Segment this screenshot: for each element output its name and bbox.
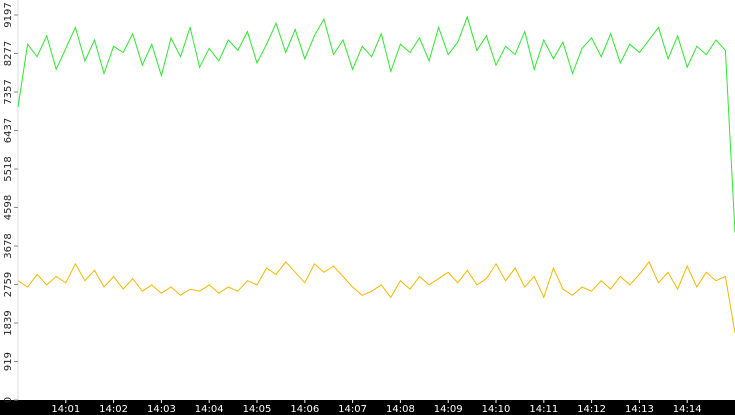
- y-tick-label: 8277: [3, 41, 14, 66]
- y-tick-label: 0: [3, 397, 14, 403]
- x-tick-label: 14:01: [51, 404, 80, 415]
- y-tick-label: 9197: [3, 2, 14, 27]
- y-tick-label: 919: [3, 352, 14, 371]
- x-axis-bar: [0, 400, 735, 415]
- x-tick-label: 14:11: [529, 404, 558, 415]
- series-line: [17, 260, 735, 334]
- y-tick-label: 4598: [3, 195, 14, 220]
- x-tick-label: 14:12: [577, 404, 606, 415]
- x-tick-label: 14:07: [338, 404, 367, 415]
- x-tick-label: 14:08: [386, 404, 415, 415]
- x-tick-label: 14:05: [243, 404, 272, 415]
- x-tick-label: 14:06: [290, 404, 319, 415]
- x-tick-label: 14:04: [195, 404, 224, 415]
- y-tick-label: 6437: [3, 118, 14, 143]
- x-tick-label: 14:14: [673, 404, 702, 415]
- x-tick-label: 14:09: [434, 404, 463, 415]
- x-tick-label: 14:13: [625, 404, 654, 415]
- y-tick-label: 7357: [3, 79, 14, 104]
- x-tick-label: 14:10: [482, 404, 511, 415]
- x-tick-label: 14:03: [147, 404, 176, 415]
- x-tick-label: 14:02: [99, 404, 128, 415]
- series-line: [17, 15, 735, 233]
- y-tick-label: 5518: [3, 156, 14, 181]
- y-tick-label: 1839: [3, 310, 14, 335]
- y-tick-label: 2759: [3, 272, 14, 297]
- y-tick-label: 3678: [3, 233, 14, 258]
